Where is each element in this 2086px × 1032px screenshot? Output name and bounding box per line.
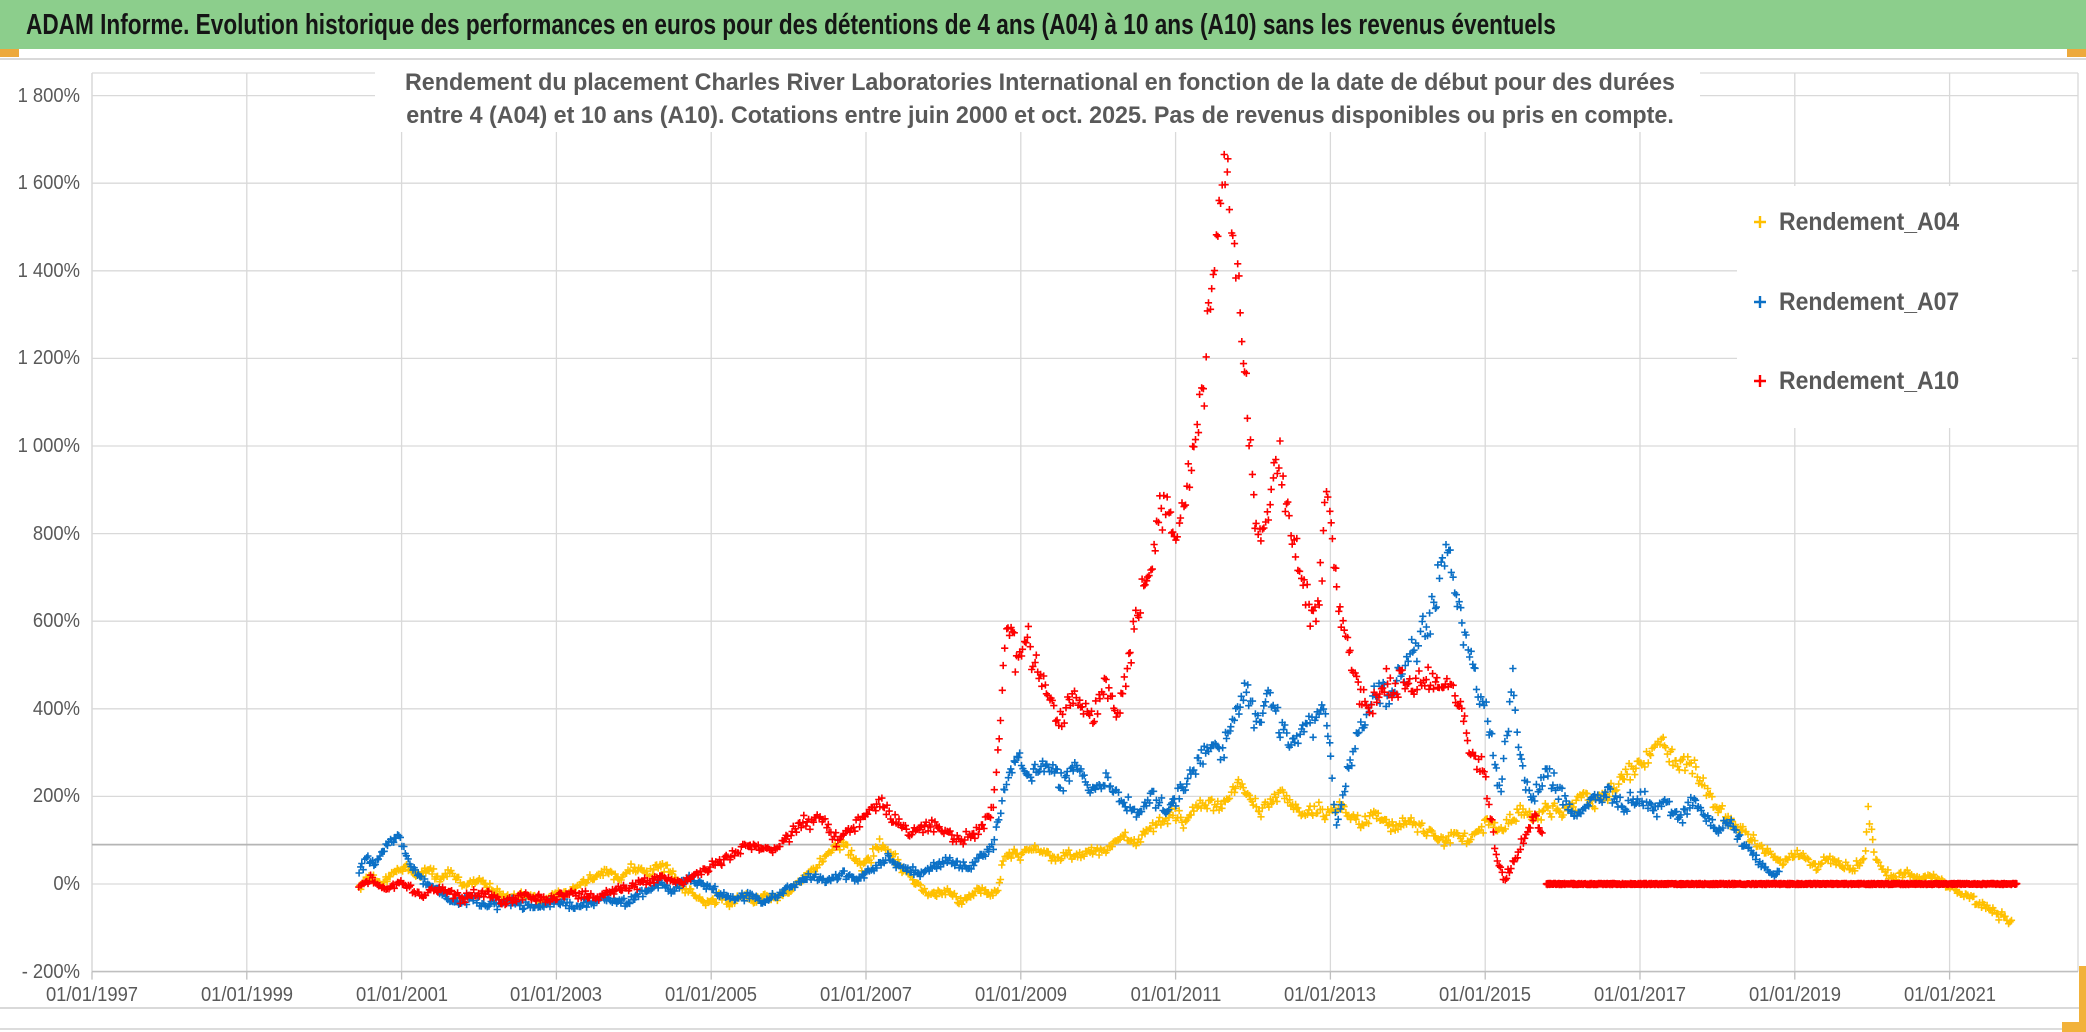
chart-subtitle: Rendement du placement Charles River Lab… xyxy=(375,66,1705,132)
y-tick-label: 1 400% xyxy=(17,260,80,282)
x-tick-label: 01/01/2013 xyxy=(1283,984,1377,1006)
divider-line-bottom xyxy=(0,1007,2086,1009)
legend-item-Rendement_A04: Rendement_A04 xyxy=(1752,206,1975,238)
window-bottom-edge xyxy=(0,1028,2086,1030)
y-tick-label: 1 800% xyxy=(17,85,80,107)
x-tick-label: 01/01/1999 xyxy=(200,984,294,1006)
accent-mark-top-left xyxy=(0,49,19,57)
x-tick-label: 01/01/1997 xyxy=(45,984,139,1006)
legend-marker-plus-icon xyxy=(1754,375,1766,387)
legend-item-Rendement_A10: Rendement_A10 xyxy=(1752,365,1975,397)
legend-label: Rendement_A07 xyxy=(1779,287,1960,316)
series-Rendement_A10 xyxy=(355,150,2021,909)
x-tick-label: 01/01/2009 xyxy=(974,984,1068,1006)
y-tick-label: - 200% xyxy=(21,961,81,983)
x-tick-label: 01/01/2015 xyxy=(1438,984,1532,1006)
x-tick-label: 01/01/2001 xyxy=(355,984,449,1006)
legend-label: Rendement_A04 xyxy=(1779,207,1960,236)
y-tick-label: 800% xyxy=(32,523,80,545)
chart-subtitle-line1: Rendement du placement Charles River Lab… xyxy=(404,69,1676,96)
y-tick-label: 0% xyxy=(53,873,80,895)
y-tick-label: 600% xyxy=(32,610,80,632)
series-Rendement_A07 xyxy=(355,541,1783,914)
accent-mark-top-right xyxy=(2067,49,2086,57)
y-tick-label: 1 000% xyxy=(17,435,80,457)
x-tick-label: 01/01/2007 xyxy=(819,984,913,1006)
accent-mark-bottom-right-horizontal xyxy=(2062,1022,2086,1032)
x-tick-label: 01/01/2021 xyxy=(1903,984,1997,1006)
legend-marker-plus-icon xyxy=(1754,216,1766,228)
chart-subtitle-line2: entre 4 (A04) et 10 ans (A10). Cotations… xyxy=(406,102,1674,129)
x-tick-label: 01/01/2011 xyxy=(1130,984,1222,1006)
legend-label: Rendement_A10 xyxy=(1779,366,1960,395)
accent-mark-bottom-right-vertical xyxy=(2079,966,2086,1032)
window-title: ADAM Informe. Evolution historique des p… xyxy=(26,9,1556,41)
y-tick-label: 200% xyxy=(32,785,80,807)
y-tick-label: 1 200% xyxy=(17,347,80,369)
divider-line-top xyxy=(0,58,2086,60)
x-tick-label: 01/01/2003 xyxy=(509,984,603,1006)
x-tick-label: 01/01/2019 xyxy=(1748,984,1842,1006)
title-bar: ADAM Informe. Evolution historique des p… xyxy=(0,0,2086,49)
y-tick-label: 400% xyxy=(32,698,80,720)
legend-item-Rendement_A07: Rendement_A07 xyxy=(1752,286,1975,318)
x-tick-label: 01/01/2017 xyxy=(1593,984,1687,1006)
legend-marker-plus-icon xyxy=(1754,296,1766,308)
x-tick-label: 01/01/2005 xyxy=(664,984,758,1006)
y-tick-label: 1 600% xyxy=(17,172,80,194)
